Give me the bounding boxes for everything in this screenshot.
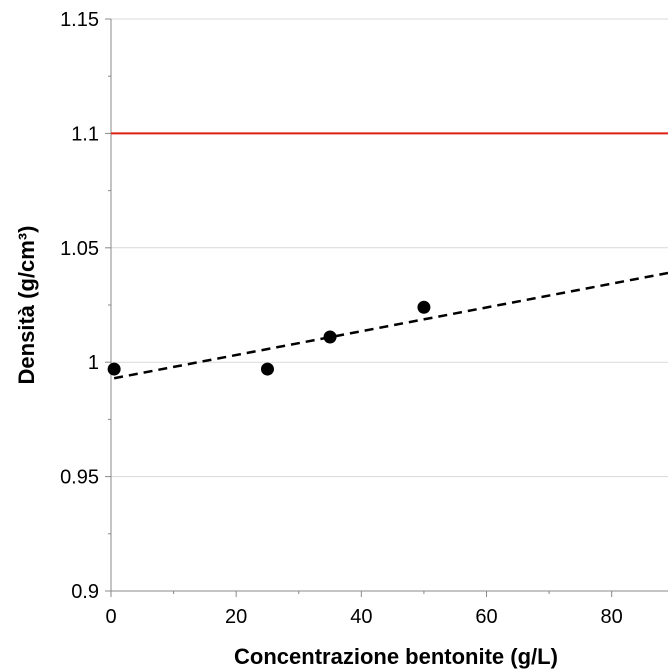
gridlines	[111, 18, 668, 478]
tick-labels: 0.9 0.95 1 1.05 1.1 1.15 0 20 40 60 80	[60, 9, 623, 628]
y-tick-label: 1	[88, 352, 99, 374]
axes	[105, 18, 668, 597]
data-point	[323, 330, 337, 344]
y-axis-title: Densità (g/cm³)	[14, 226, 39, 385]
y-tick-label: 0.9	[71, 581, 99, 603]
y-tick-label: 1.15	[60, 9, 99, 31]
x-tick-label: 80	[601, 606, 623, 628]
x-tick-label: 60	[475, 606, 497, 628]
y-tick-label: 1.05	[60, 238, 99, 260]
data-point	[417, 300, 431, 314]
x-axis-title: Concentrazione bentonite (g/L)	[234, 644, 558, 669]
x-tick-label: 40	[350, 606, 372, 628]
data-points	[107, 300, 431, 376]
y-tick-label: 1.1	[71, 123, 99, 145]
data-point	[260, 362, 274, 376]
trendline	[113, 271, 668, 380]
x-tick-label: 0	[105, 606, 116, 628]
series-lines	[111, 132, 668, 380]
y-tick-label: 0.95	[60, 467, 99, 489]
data-point	[107, 362, 121, 376]
x-tick-label: 20	[225, 606, 247, 628]
